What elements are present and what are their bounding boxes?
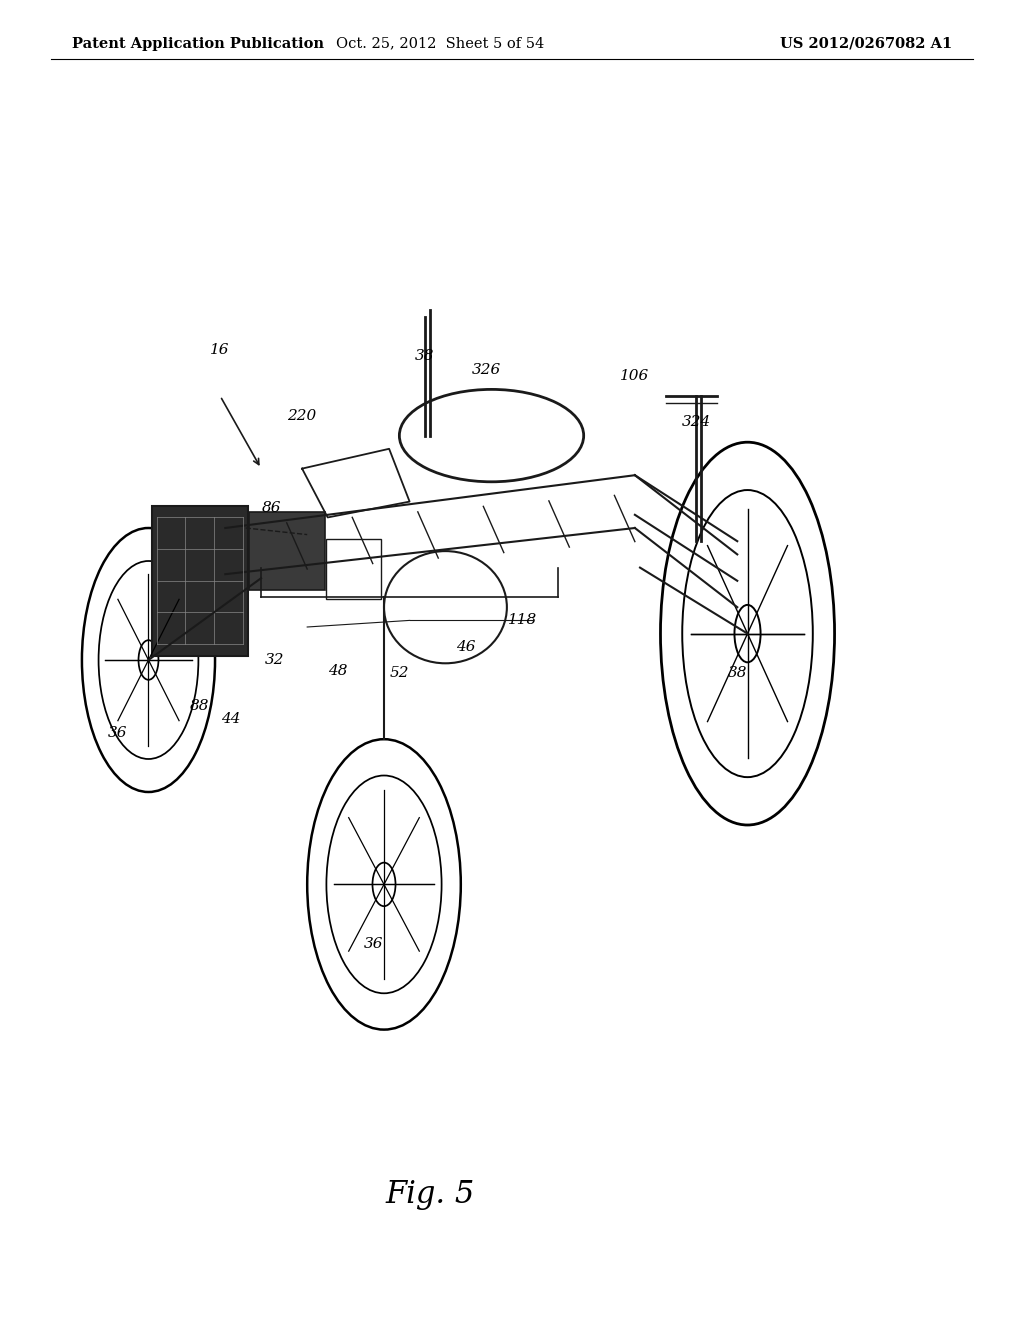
Text: US 2012/0267082 A1: US 2012/0267082 A1 xyxy=(780,37,952,50)
Text: 36: 36 xyxy=(108,726,128,739)
Text: 48: 48 xyxy=(328,664,348,677)
Text: Fig. 5: Fig. 5 xyxy=(385,1179,475,1210)
Text: 88: 88 xyxy=(189,700,210,713)
Text: Oct. 25, 2012  Sheet 5 of 54: Oct. 25, 2012 Sheet 5 of 54 xyxy=(336,37,545,50)
Text: 326: 326 xyxy=(472,363,501,376)
FancyBboxPatch shape xyxy=(152,506,248,656)
Text: 36: 36 xyxy=(364,937,384,950)
Text: 32: 32 xyxy=(264,653,285,667)
Text: 324: 324 xyxy=(682,416,711,429)
Text: 44: 44 xyxy=(220,713,241,726)
Text: 46: 46 xyxy=(456,640,476,653)
Text: 106: 106 xyxy=(621,370,649,383)
Text: 38: 38 xyxy=(727,667,748,680)
Text: 52: 52 xyxy=(389,667,410,680)
Text: Patent Application Publication: Patent Application Publication xyxy=(72,37,324,50)
Text: 220: 220 xyxy=(288,409,316,422)
Text: 118: 118 xyxy=(508,614,537,627)
Text: 16: 16 xyxy=(210,343,230,356)
FancyBboxPatch shape xyxy=(249,512,325,590)
Text: 38: 38 xyxy=(415,350,435,363)
Text: 86: 86 xyxy=(261,502,282,515)
